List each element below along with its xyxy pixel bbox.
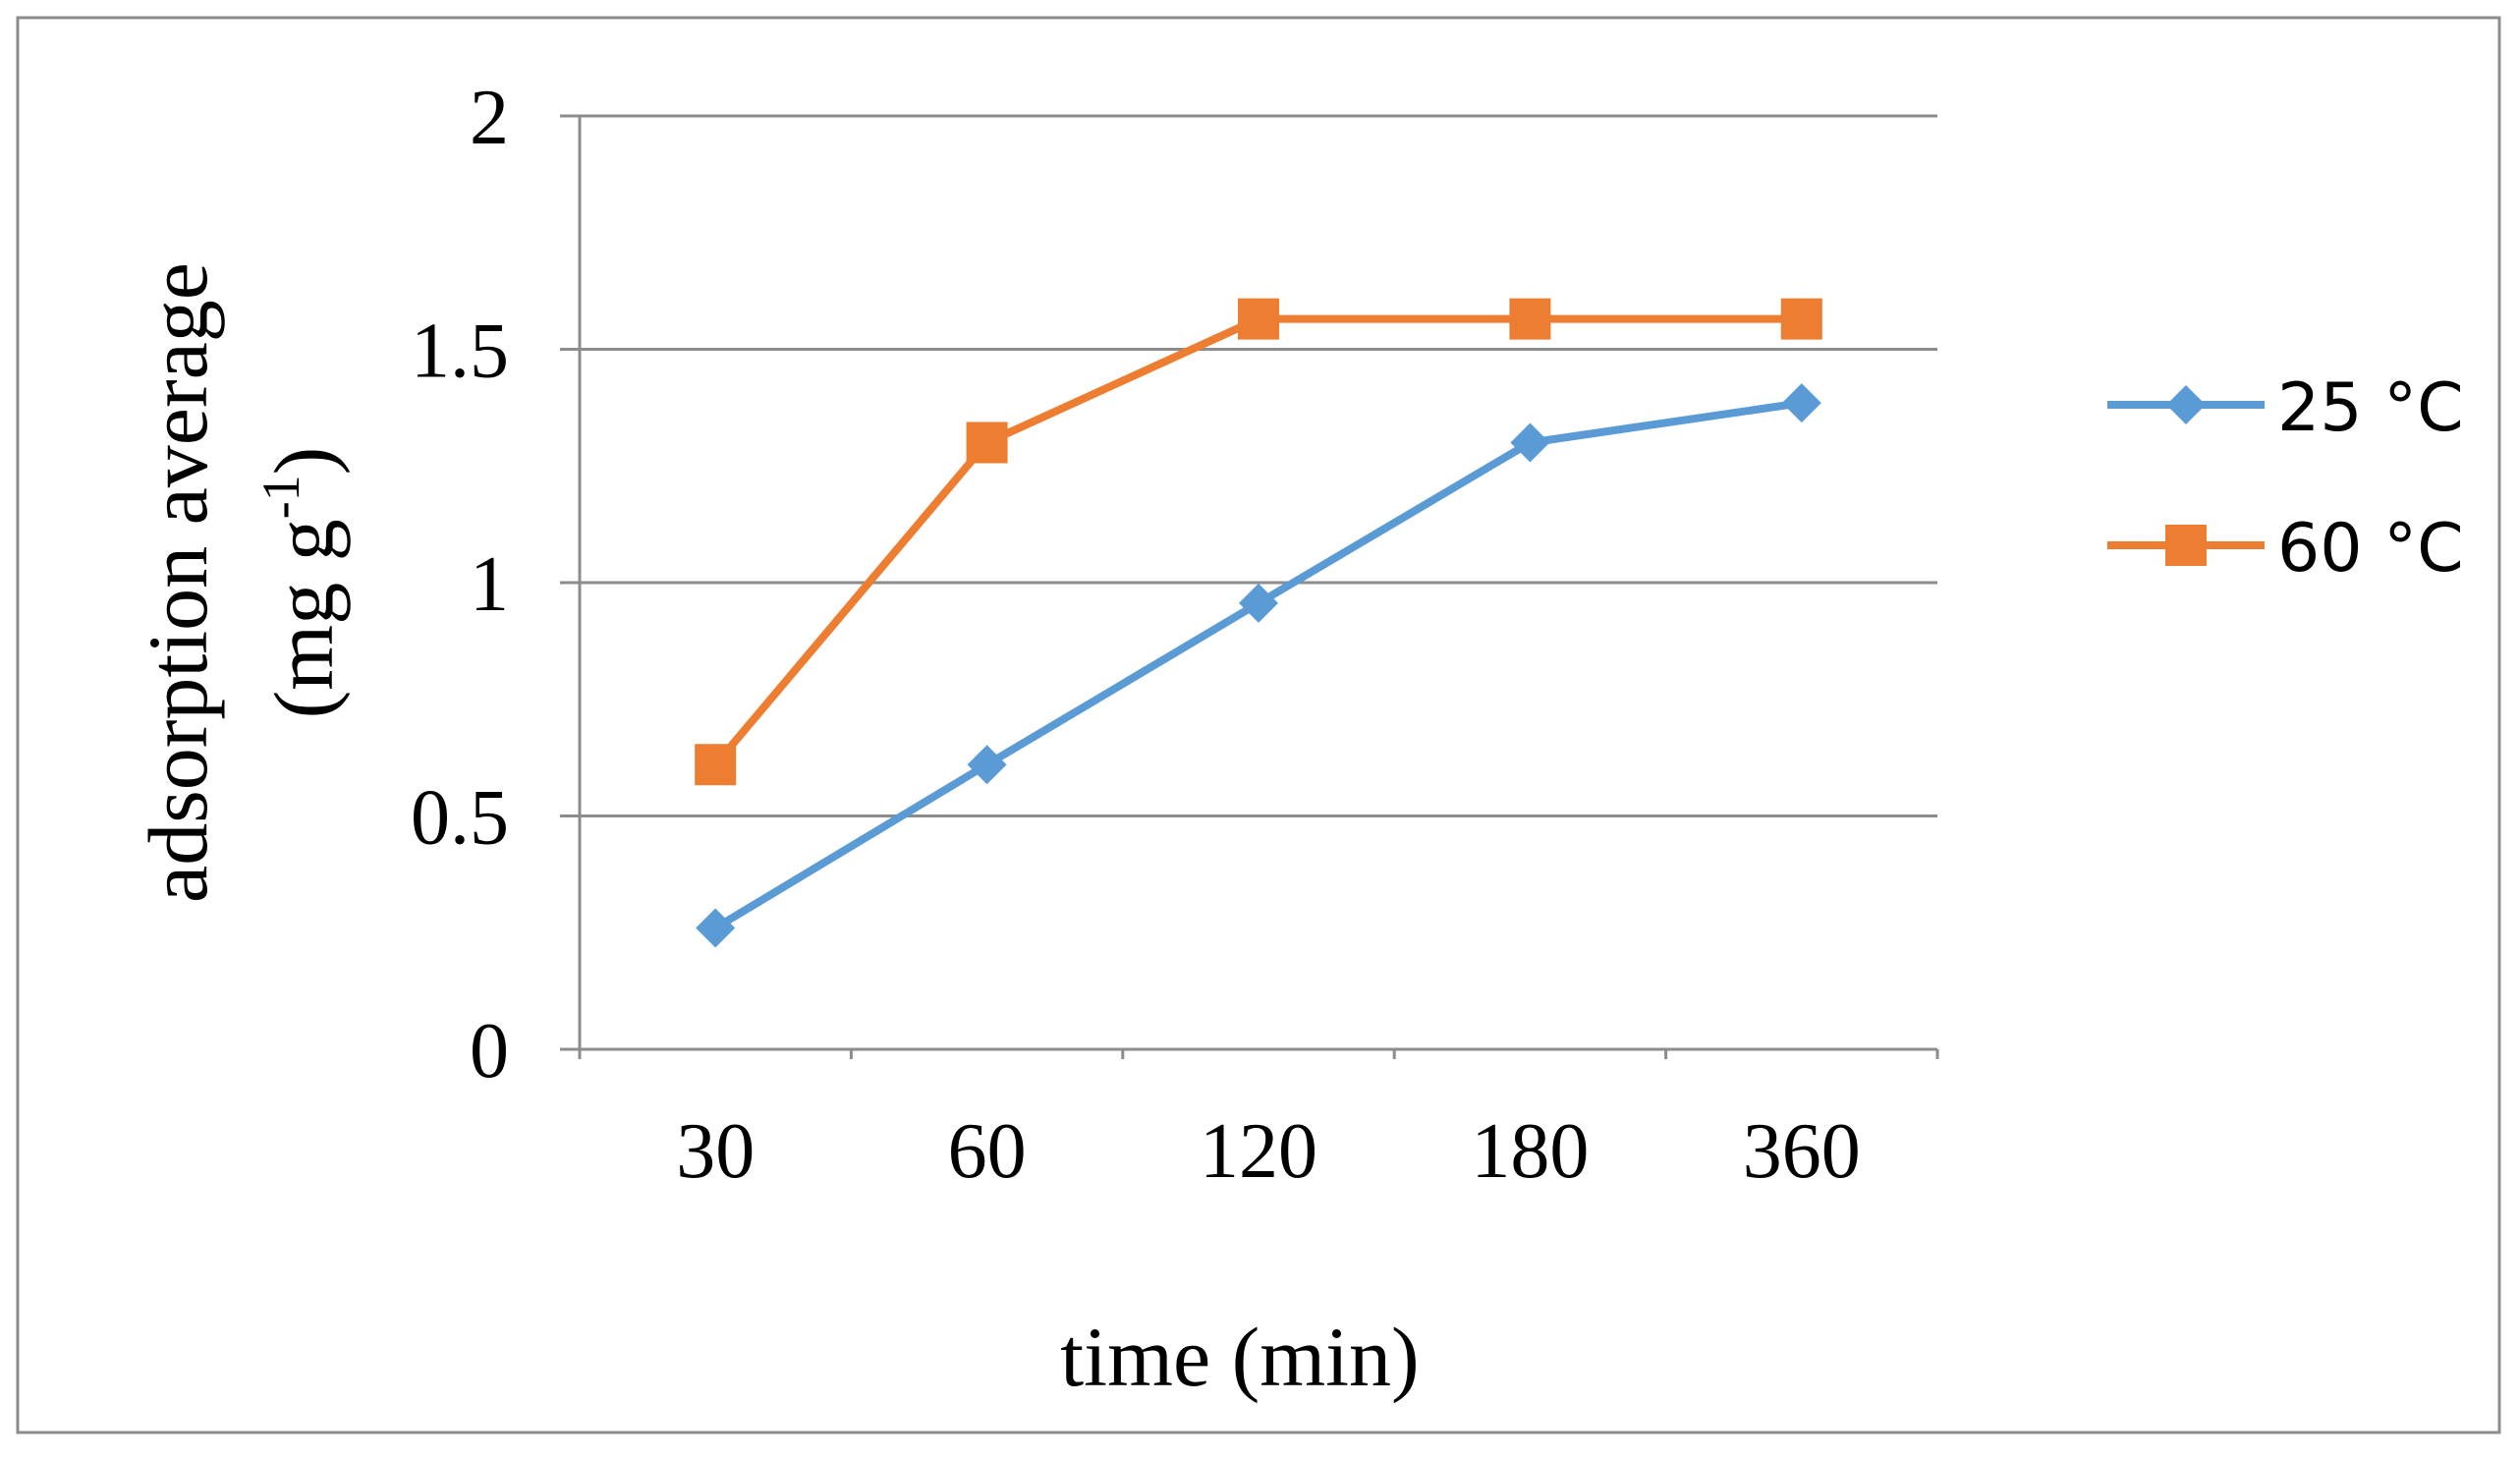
data-point-s1-60	[966, 421, 1008, 464]
legend-marker-1	[2165, 525, 2207, 566]
legend-label-1: 60 °C	[2277, 510, 2464, 588]
y-tick-label-0: 0	[470, 1008, 509, 1095]
data-point-s1-30	[695, 744, 737, 786]
y-tick-label-3: 1.5	[411, 309, 509, 395]
y-tick-label-4: 2	[470, 75, 509, 161]
x-tick-label-360: 360	[1743, 1108, 1861, 1195]
x-axis-label: time (min)	[1060, 1310, 1419, 1404]
data-point-s0-60	[967, 745, 1007, 785]
x-tick-label-60: 60	[948, 1108, 1027, 1195]
data-point-s1-360	[1780, 298, 1822, 340]
data-point-s0-30	[696, 908, 736, 948]
data-point-s0-360	[1781, 383, 1821, 423]
data-point-s0-120	[1239, 583, 1278, 623]
x-tick-label-120: 120	[1200, 1108, 1317, 1195]
axes	[560, 116, 1939, 1059]
y-tick-label-2: 1	[470, 541, 509, 628]
y-axis-label-close: )	[256, 447, 351, 476]
legend-marker-0	[2166, 385, 2206, 424]
y-axis-label-line2: (mg g-1)	[252, 447, 351, 719]
x-tick-label-30: 30	[676, 1108, 755, 1195]
y-tick-label-1: 0.5	[411, 775, 509, 862]
x-tick-label-180: 180	[1471, 1108, 1589, 1195]
legend-label-0: 25 °C	[2277, 369, 2464, 447]
x-tick-labels: 30 60 120 180 360	[676, 1108, 1861, 1195]
data-point-s1-180	[1509, 298, 1551, 340]
chart-border	[16, 16, 2501, 1434]
grid-lines	[560, 114, 1937, 817]
y-axis-label: adsorption average (mg g-1)	[131, 262, 351, 903]
legend: 25 °C 60 °C	[2107, 369, 2464, 588]
data-point-s1-120	[1238, 298, 1279, 340]
data-point-s0-180	[1510, 422, 1550, 463]
y-tick-labels: 0 0.5 1 1.5 2	[411, 75, 509, 1095]
y-axis-label-line1: adsorption average	[131, 262, 225, 903]
series-markers	[695, 298, 1822, 948]
y-axis-label-superscript: -1	[252, 475, 310, 519]
y-axis-label-unit: (mg g	[256, 519, 351, 718]
